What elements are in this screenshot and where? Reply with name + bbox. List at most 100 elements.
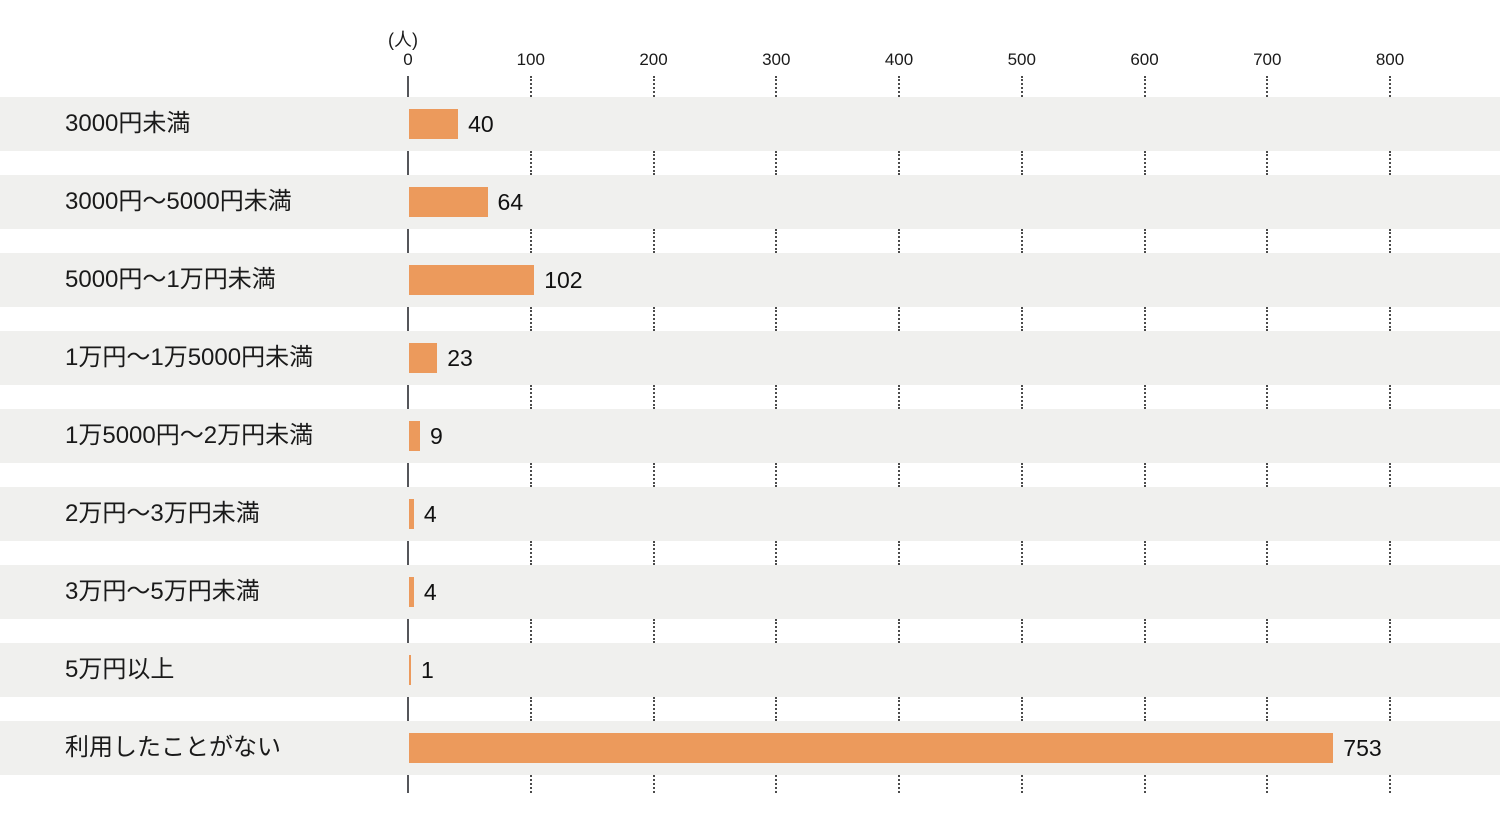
x-tick-label: 0 bbox=[403, 50, 413, 69]
x-tick-label: 800 bbox=[1375, 50, 1405, 69]
row-band bbox=[0, 643, 1500, 697]
dotted-gridline bbox=[1143, 229, 1146, 253]
row-band bbox=[0, 97, 1500, 151]
dotted-gridline bbox=[775, 307, 778, 331]
bar bbox=[409, 109, 459, 139]
dotted-gridline bbox=[529, 151, 532, 175]
dotted-gridline bbox=[1266, 229, 1269, 253]
dotted-gridline bbox=[1266, 775, 1269, 793]
dotted-gridline bbox=[1266, 151, 1269, 175]
dotted-gridline bbox=[1389, 385, 1391, 409]
dotted-gridline bbox=[652, 697, 655, 721]
dotted-gridline bbox=[898, 463, 900, 487]
bar bbox=[409, 499, 414, 529]
dotted-gridline bbox=[652, 307, 655, 331]
dotted-gridline bbox=[529, 385, 532, 409]
dotted-gridline bbox=[1020, 697, 1023, 721]
dotted-gridline bbox=[898, 775, 900, 793]
category-label: 利用したことがない bbox=[65, 734, 281, 761]
row-band bbox=[0, 175, 1500, 229]
value-label: 753 bbox=[1343, 735, 1382, 761]
dotted-gridline bbox=[1266, 385, 1269, 409]
dotted-gridline bbox=[1020, 385, 1023, 409]
row-band bbox=[0, 487, 1500, 541]
category-label: 5000円〜1万円未満 bbox=[65, 266, 276, 293]
dotted-gridline bbox=[1266, 697, 1269, 721]
dotted-gridline bbox=[1389, 151, 1391, 175]
dotted-gridline bbox=[529, 463, 532, 487]
dotted-gridline bbox=[1143, 697, 1146, 721]
dotted-gridline bbox=[1143, 541, 1146, 565]
dotted-gridline bbox=[1389, 775, 1391, 793]
dotted-gridline bbox=[652, 775, 655, 793]
dotted-gridline bbox=[1389, 463, 1391, 487]
value-label: 4 bbox=[423, 501, 437, 527]
x-tick-label: 500 bbox=[1007, 50, 1036, 69]
value-label: 1 bbox=[421, 657, 434, 683]
dotted-gridline bbox=[652, 229, 655, 253]
dotted-gridline bbox=[652, 385, 655, 409]
axis-unit-label: (人) bbox=[388, 30, 418, 50]
row-band bbox=[0, 409, 1500, 463]
value-label: 4 bbox=[423, 579, 437, 605]
dotted-gridline bbox=[1143, 307, 1146, 331]
value-label: 102 bbox=[544, 267, 583, 293]
dotted-gridline bbox=[1143, 775, 1146, 793]
x-tick-label: 400 bbox=[884, 50, 914, 69]
dotted-gridline bbox=[898, 697, 900, 721]
dotted-gridline bbox=[898, 619, 900, 643]
dotted-gridline bbox=[1389, 697, 1391, 721]
category-label: 1万円〜1万5000円未満 bbox=[65, 344, 314, 371]
dotted-gridline bbox=[1020, 229, 1023, 253]
dotted-gridline bbox=[775, 385, 778, 409]
dotted-gridline bbox=[1266, 541, 1269, 565]
dotted-gridline bbox=[1020, 76, 1023, 97]
dotted-gridline bbox=[898, 151, 900, 175]
dotted-gridline bbox=[529, 697, 532, 721]
row-band bbox=[0, 565, 1500, 619]
category-label: 3000円〜5000円未満 bbox=[65, 188, 292, 215]
dotted-gridline bbox=[1266, 76, 1269, 97]
dotted-gridline bbox=[1020, 619, 1023, 643]
dotted-gridline bbox=[529, 76, 532, 97]
value-label: 23 bbox=[447, 345, 473, 371]
value-label: 40 bbox=[468, 111, 494, 137]
dotted-gridline bbox=[1389, 619, 1391, 643]
dotted-gridline bbox=[652, 541, 655, 565]
dotted-gridline bbox=[898, 307, 900, 331]
dotted-gridline bbox=[1266, 463, 1269, 487]
dotted-gridline bbox=[1143, 151, 1146, 175]
dotted-gridline bbox=[529, 775, 532, 793]
dotted-gridline bbox=[1020, 463, 1023, 487]
x-tick-label: 300 bbox=[762, 50, 791, 69]
bar bbox=[409, 343, 438, 373]
dotted-gridline bbox=[775, 619, 778, 643]
dotted-gridline bbox=[652, 151, 655, 175]
dotted-gridline bbox=[1020, 307, 1023, 331]
bar bbox=[409, 421, 421, 451]
dotted-gridline bbox=[1143, 463, 1146, 487]
category-label: 3万円〜5万円未満 bbox=[65, 578, 260, 605]
dotted-gridline bbox=[775, 463, 778, 487]
x-tick-label: 600 bbox=[1130, 50, 1159, 69]
dotted-gridline bbox=[1143, 385, 1146, 409]
dotted-gridline bbox=[1389, 541, 1391, 565]
category-label: 5万円以上 bbox=[65, 656, 175, 683]
bar bbox=[409, 655, 411, 685]
x-tick-label: 100 bbox=[516, 50, 545, 69]
dotted-gridline bbox=[898, 76, 900, 97]
dotted-gridline bbox=[529, 619, 532, 643]
dotted-gridline bbox=[1143, 619, 1146, 643]
dotted-gridline bbox=[1389, 307, 1391, 331]
dotted-gridline bbox=[775, 76, 778, 97]
category-label: 3000円未満 bbox=[65, 110, 191, 137]
dotted-gridline bbox=[775, 151, 778, 175]
dotted-gridline bbox=[1389, 229, 1391, 253]
dotted-gridline bbox=[1020, 541, 1023, 565]
bar bbox=[409, 265, 535, 295]
dotted-gridline bbox=[775, 775, 778, 793]
dotted-gridline bbox=[775, 541, 778, 565]
dotted-gridline bbox=[775, 229, 778, 253]
row-band bbox=[0, 253, 1500, 307]
